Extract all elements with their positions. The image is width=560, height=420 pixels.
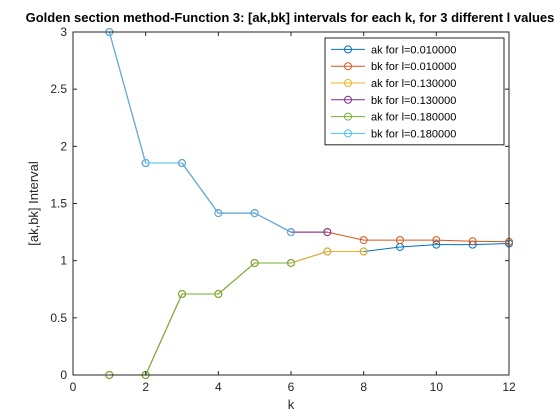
- data-point: [250, 258, 259, 267]
- data-point: [359, 236, 368, 245]
- x-tick-label: 8: [360, 380, 367, 394]
- legend-label: ak for l=0.180000: [371, 112, 456, 124]
- ticks-layer: 0 2 4 6 8 10 12 0 0.5 1 1.5 2 2.5 3: [50, 25, 516, 394]
- data-point: [214, 209, 223, 218]
- legend: ak for l=0.010000 bk for l=0.010000 ak for…: [324, 37, 505, 146]
- legend-item: ak for l=0.010000: [331, 44, 456, 56]
- data-point: [214, 290, 223, 299]
- y-tick-label: 0: [60, 368, 67, 382]
- y-tick-label: 0.5: [50, 311, 67, 325]
- y-tick-label: 3: [60, 25, 67, 39]
- data-point: [178, 159, 186, 168]
- legend-item: bk for l=0.010000: [331, 61, 456, 73]
- data-point: [323, 247, 332, 256]
- legend-label: bk for l=0.010000: [371, 61, 456, 73]
- data-point: [287, 228, 295, 237]
- data-point: [178, 290, 186, 299]
- chart-title: Golden section method-Function 3: [ak,bk…: [26, 10, 555, 25]
- legend-label: bk for l=0.180000: [371, 128, 456, 140]
- legend-marker: [344, 79, 352, 87]
- data-point: [323, 228, 332, 237]
- x-tick-label: 4: [215, 380, 222, 394]
- data-point: [287, 258, 295, 267]
- legend-item: bk for l=0.180000: [331, 128, 456, 140]
- legend-label: ak for l=0.130000: [371, 78, 456, 90]
- legend-marker: [344, 45, 352, 54]
- legend-item: ak for l=0.180000: [331, 112, 456, 124]
- series-6: [105, 28, 295, 237]
- x-tick-label: 12: [502, 380, 516, 394]
- legend-box: [324, 37, 505, 146]
- legend-marker: [344, 129, 352, 138]
- legend-marker: [344, 112, 352, 121]
- data-point: [141, 159, 150, 168]
- x-tick-label: 0: [70, 380, 77, 394]
- x-tick-label: 2: [142, 380, 149, 394]
- legend-marker: [344, 95, 352, 104]
- y-tick-label: 1.5: [50, 197, 67, 211]
- data-point: [359, 247, 368, 256]
- legend-marker: [344, 62, 352, 71]
- data-point: [432, 240, 441, 249]
- y-tick-label: 2: [60, 139, 67, 153]
- legend-item: bk for l=0.130000: [331, 95, 456, 107]
- data-point: [396, 236, 404, 245]
- y-tick-label: 2.5: [50, 82, 67, 96]
- x-axis-label: k: [288, 397, 295, 412]
- y-tick-label: 1: [60, 254, 67, 268]
- data-point: [250, 209, 259, 218]
- series-line: [108, 31, 292, 233]
- x-tick-label: 10: [430, 380, 444, 394]
- data-point: [468, 237, 477, 246]
- x-tick-label: 6: [288, 380, 295, 394]
- legend-label: bk for l=0.130000: [371, 95, 456, 107]
- data-point: [432, 236, 441, 245]
- series-layer: [105, 28, 513, 379]
- y-axis-label: [ak,bk] Interval: [26, 161, 41, 246]
- legend-label: ak for l=0.010000: [371, 44, 456, 56]
- legend-item: ak for l=0.130000: [331, 78, 456, 90]
